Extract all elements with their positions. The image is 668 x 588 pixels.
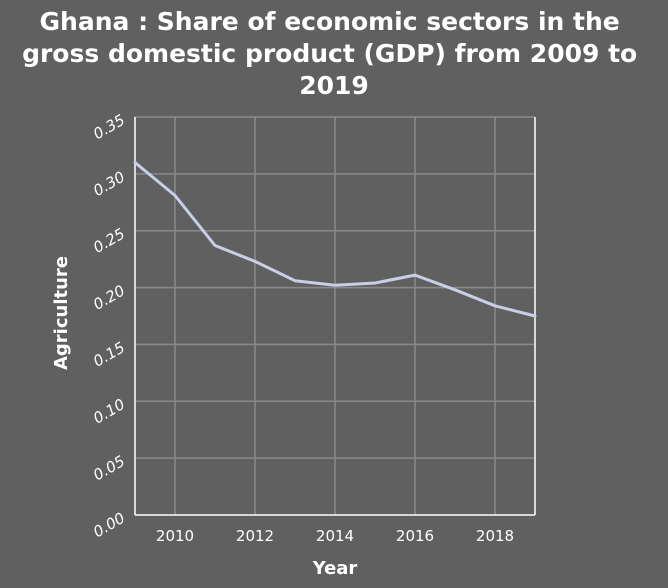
y-tick-label: 0.20 [90, 281, 128, 313]
x-tick-label: 2010 [156, 527, 194, 545]
x-ticks: 2010 2012 2014 2016 2018 [156, 527, 514, 545]
y-tick-label: 0.30 [90, 168, 128, 200]
chart-title: Ghana : Share of economic sectors in the… [22, 7, 646, 100]
chart-title-line-2: gross domestic product (GDP) from 2009 t… [22, 39, 637, 68]
y-tick-label: 0.00 [90, 509, 128, 541]
chart-title-line-1: Ghana : Share of economic sectors in the [40, 7, 620, 36]
agriculture-series-line [133, 161, 537, 318]
chart-title-line-3: 2019 [299, 71, 369, 100]
x-tick-label: 2012 [236, 527, 274, 545]
x-tick-label: 2014 [316, 527, 354, 545]
y-tick-label: 0.35 [90, 111, 128, 143]
y-ticks: 0.00 0.05 0.10 0.15 0.20 0.25 0.30 0.35 [90, 111, 128, 541]
x-tick-label: 2018 [476, 527, 514, 545]
grid [135, 116, 535, 515]
y-tick-label: 0.10 [90, 395, 128, 427]
y-tick-label: 0.15 [90, 338, 128, 370]
x-tick-label: 2016 [396, 527, 434, 545]
y-tick-label: 0.05 [90, 452, 128, 484]
series-layer [133, 161, 537, 318]
x-axis-label: Year [312, 558, 358, 579]
y-axis-label: Agriculture [51, 256, 72, 370]
y-tick-label: 0.25 [90, 225, 128, 257]
